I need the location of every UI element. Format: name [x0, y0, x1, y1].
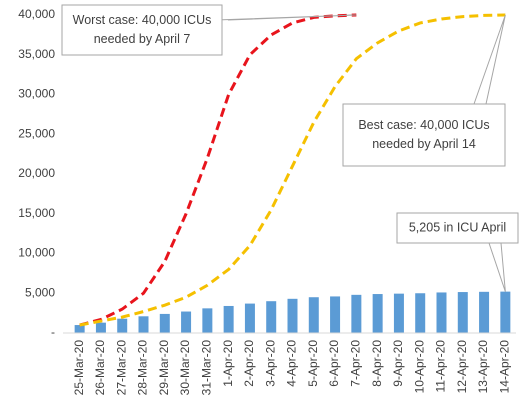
callout-pointer [215, 14, 357, 21]
callout-text: needed by April 7 [94, 32, 191, 46]
bar [138, 316, 149, 333]
x-tick-label: 11-Apr-20 [434, 340, 448, 393]
y-tick-label: 10,000 [18, 246, 55, 260]
x-tick-label: 26-Mar-20 [93, 340, 107, 396]
x-tick-label: 9-Apr-20 [391, 340, 405, 387]
x-tick-label: 14-Apr-20 [498, 340, 512, 394]
x-tick-label: 10-Apr-20 [412, 340, 426, 394]
x-tick-label: 25-Mar-20 [72, 340, 86, 396]
bar [479, 291, 490, 333]
bar [308, 297, 319, 333]
bar [202, 308, 213, 333]
y-tick-label: 25,000 [18, 126, 55, 140]
bar [287, 298, 298, 333]
x-tick-label: 29-Mar-20 [157, 340, 171, 396]
x-tick-label: 27-Mar-20 [114, 340, 128, 396]
y-tick-label: 15,000 [18, 206, 55, 220]
x-tick-label: 31-Mar-20 [200, 340, 214, 396]
y-tick-label: - [51, 325, 55, 339]
x-tick-label: 8-Apr-20 [370, 340, 384, 387]
bar [159, 313, 170, 333]
y-tick-label: 20,000 [18, 166, 55, 180]
bar [415, 293, 426, 333]
x-tick-label: 12-Apr-20 [455, 340, 469, 394]
x-tick-label: 3-Apr-20 [263, 340, 277, 387]
bar [330, 296, 341, 333]
y-tick-label: 35,000 [18, 47, 55, 61]
bar [266, 301, 277, 333]
bar [117, 318, 128, 333]
callout-text: 5,205 in ICU April [409, 220, 506, 234]
bar [244, 303, 255, 333]
x-tick-label: 6-Apr-20 [327, 340, 341, 387]
bar [457, 292, 468, 333]
bar [74, 325, 85, 333]
bar [95, 322, 106, 333]
bar [181, 311, 192, 333]
callout-text: needed by April 14 [372, 137, 476, 151]
y-tick-label: 5,000 [25, 285, 55, 299]
bar [436, 292, 447, 333]
x-tick-label: 5-Apr-20 [306, 340, 320, 387]
bar [500, 291, 511, 333]
callout-pointer [488, 242, 506, 292]
y-tick-label: 30,000 [18, 87, 55, 101]
bar [393, 293, 404, 333]
x-tick-label: 30-Mar-20 [178, 340, 192, 396]
x-tick-label: 13-Apr-20 [476, 340, 490, 394]
x-tick-label: 1-Apr-20 [221, 340, 235, 387]
x-tick-label: 7-Apr-20 [349, 340, 363, 387]
callout-pointer [473, 14, 506, 105]
bar [372, 294, 383, 333]
line-series [79, 13, 506, 327]
line-series [79, 13, 357, 327]
callout-text: Best case: 40,000 ICUs [358, 118, 489, 132]
x-tick-label: 28-Mar-20 [136, 340, 150, 396]
callout-box [342, 103, 506, 167]
bar [223, 305, 234, 333]
callout-box [61, 4, 223, 56]
y-tick-label: 40,000 [18, 7, 55, 21]
x-tick-label: 2-Apr-20 [242, 340, 256, 387]
callout-text: Worst case: 40,000 ICUs [73, 13, 212, 27]
x-tick-label: 4-Apr-20 [285, 340, 299, 387]
bar [351, 294, 362, 333]
callout-box [396, 212, 519, 244]
